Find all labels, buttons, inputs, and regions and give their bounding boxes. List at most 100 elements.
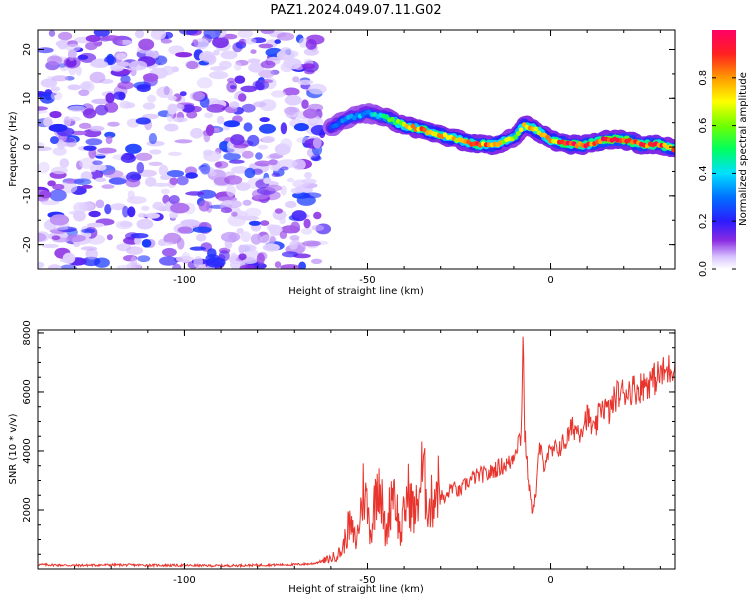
- noise-blob: [297, 79, 314, 86]
- noise-blob: [231, 211, 238, 217]
- noise-blob: [47, 264, 62, 269]
- noise-blob: [152, 182, 171, 187]
- colorbar: 0.0 0.2 0.4 0.6 0.8 Normalized spectral ampl…: [698, 30, 749, 277]
- noise-blob: [51, 75, 69, 82]
- snr-panel: -100 -50 0 2000 4000 6000 8000 Height of strai…: [8, 320, 676, 595]
- noise-blob: [259, 123, 276, 134]
- noise-blob: [220, 231, 241, 243]
- noise-blob: [172, 263, 182, 269]
- noise-blob: [136, 84, 151, 93]
- noise-blob: [230, 134, 245, 146]
- noise-blob: [38, 146, 52, 152]
- noise-blob: [203, 150, 222, 162]
- ridge-blob: [516, 131, 521, 137]
- noise-blob: [277, 159, 298, 169]
- noise-blob: [161, 247, 177, 257]
- noise-blob: [226, 81, 238, 93]
- noise-blob: [59, 158, 70, 169]
- noise-blob: [248, 62, 265, 73]
- noise-blob: [293, 123, 309, 132]
- noise-blob: [127, 206, 136, 218]
- noise-blob: [175, 52, 193, 58]
- noise-blob: [241, 150, 254, 159]
- noise-blob: [222, 200, 233, 206]
- spectrogram-heatmap: [38, 30, 675, 269]
- noise-blob: [180, 219, 200, 227]
- noise-blob: [95, 164, 107, 171]
- noise-blob: [160, 175, 171, 180]
- noise-blob: [115, 220, 133, 230]
- noise-blob: [202, 55, 216, 63]
- noise-blob: [301, 227, 313, 235]
- noise-blob: [163, 232, 182, 245]
- colorbar-tick-label: 0.8: [698, 70, 709, 86]
- noise-blob: [63, 56, 81, 69]
- noise-blob: [169, 177, 178, 186]
- noise-blob: [50, 91, 63, 101]
- noise-blob: [75, 65, 82, 76]
- noise-blob: [38, 47, 54, 54]
- noise-blob: [213, 104, 224, 110]
- noise-blob: [65, 43, 81, 52]
- noise-blob: [240, 231, 252, 243]
- noise-blob: [260, 234, 277, 245]
- noise-blob: [234, 75, 246, 84]
- noise-blob: [213, 49, 220, 56]
- noise-blob: [196, 77, 213, 89]
- noise-blob: [302, 108, 319, 119]
- noise-blob: [236, 227, 244, 235]
- noise-blob: [169, 212, 179, 219]
- noise-blob: [243, 122, 253, 132]
- noise-blob: [38, 261, 45, 269]
- noise-blob: [150, 30, 167, 40]
- noise-blob: [193, 256, 204, 268]
- noise-blob: [152, 201, 164, 210]
- noise-blob: [233, 143, 249, 149]
- noise-blob: [257, 144, 269, 150]
- noise-blob: [67, 116, 82, 122]
- noise-blob: [276, 32, 295, 41]
- noise-blob: [268, 159, 278, 166]
- x-tick-label: 0: [547, 275, 553, 286]
- noise-blob: [258, 69, 275, 78]
- noise-blob: [233, 61, 242, 71]
- noise-blob: [258, 79, 274, 84]
- noise-blob: [291, 210, 307, 222]
- noise-blob: [135, 152, 153, 161]
- noise-blob: [80, 82, 92, 90]
- noise-blob: [48, 123, 68, 133]
- spectrogram-y-label: Frequency (Hz): [8, 111, 19, 187]
- ridge-blob: [533, 126, 539, 132]
- noise-blob: [281, 251, 299, 258]
- noise-blob: [107, 121, 120, 127]
- noise-blob: [38, 106, 48, 111]
- noise-blob: [192, 39, 199, 47]
- noise-blob: [179, 30, 198, 36]
- noise-blob: [90, 169, 104, 180]
- noise-blob: [66, 234, 86, 242]
- noise-blob: [260, 60, 276, 69]
- noise-blob: [88, 210, 101, 218]
- noise-blob: [298, 261, 306, 269]
- noise-blob: [265, 184, 283, 192]
- noise-blob: [219, 60, 232, 69]
- noise-blob: [52, 183, 65, 191]
- noise-blob: [89, 71, 106, 84]
- y-tick-label: -20: [22, 236, 33, 252]
- noise-blob: [127, 190, 135, 200]
- noise-blob: [59, 181, 78, 194]
- colorbar-tick-label: 0.2: [698, 213, 709, 229]
- noise-blob: [95, 104, 109, 116]
- noise-blob: [117, 81, 134, 90]
- noise-blob: [52, 147, 67, 156]
- x-tick-label: -100: [173, 575, 196, 586]
- noise-blob: [185, 191, 205, 196]
- noise-blob: [89, 125, 105, 132]
- noise-blob: [81, 184, 93, 189]
- noise-blob: [292, 76, 300, 83]
- noise-blob: [301, 178, 317, 184]
- noise-blob: [148, 161, 163, 166]
- noise-blob: [289, 241, 298, 250]
- noise-blob: [83, 108, 97, 119]
- noise-blob: [137, 255, 151, 263]
